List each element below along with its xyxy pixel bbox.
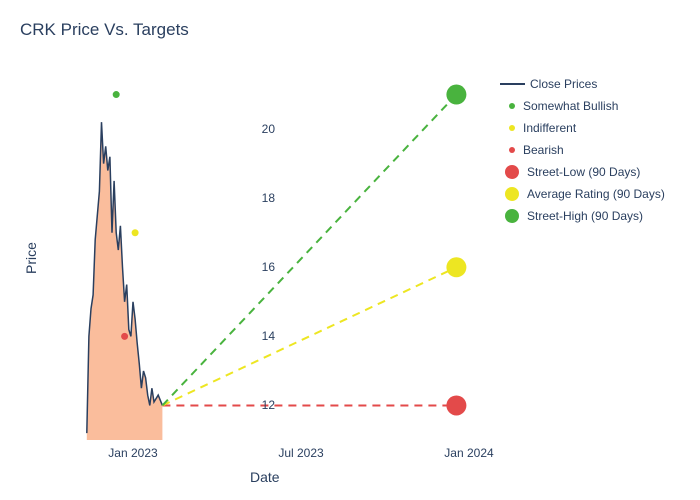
chart-container: CRK Price Vs. Targets Price Date Jan 202…: [0, 0, 700, 500]
legend-label: Close Prices: [530, 77, 597, 91]
bearish-rating-dot: [121, 333, 128, 340]
legend-dot-marker: [505, 187, 519, 201]
legend-item[interactable]: Indifferent: [500, 119, 665, 137]
somewhat_bullish-rating-dot: [113, 91, 120, 98]
street_low-target-dot: [446, 395, 466, 415]
y-tick-label: 18: [245, 191, 275, 205]
average-line: [162, 267, 456, 405]
street_high-line: [162, 95, 456, 406]
legend-label: Average Rating (90 Days): [527, 187, 665, 201]
y-tick-label: 16: [245, 260, 275, 274]
y-tick-label: 20: [245, 122, 275, 136]
legend: Close Prices Somewhat Bullish Indifferent B…: [500, 75, 665, 229]
y-tick-label: 12: [245, 398, 275, 412]
indifferent-rating-dot: [132, 229, 139, 236]
street_high-target-dot: [446, 85, 466, 105]
plot-area[interactable]: Jan 2023Jul 2023Jan 2024: [70, 60, 490, 440]
legend-item[interactable]: Close Prices: [500, 75, 665, 93]
x-tick-label: Jul 2023: [271, 446, 331, 460]
legend-dot-marker: [509, 147, 515, 153]
legend-item[interactable]: Bearish: [500, 141, 665, 159]
legend-item[interactable]: Street-Low (90 Days): [500, 163, 665, 181]
y-axis-label: Price: [23, 242, 39, 274]
legend-label: Street-High (90 Days): [527, 209, 643, 223]
legend-label: Somewhat Bullish: [523, 99, 618, 113]
x-tick-label: Jan 2024: [439, 446, 499, 460]
chart-title: CRK Price Vs. Targets: [20, 20, 189, 40]
average-target-dot: [446, 257, 466, 277]
legend-item[interactable]: Somewhat Bullish: [500, 97, 665, 115]
x-tick-label: Jan 2023: [103, 446, 163, 460]
legend-dot-marker: [505, 165, 519, 179]
y-tick-label: 14: [245, 329, 275, 343]
legend-label: Bearish: [523, 143, 564, 157]
legend-dot-marker: [505, 209, 519, 223]
legend-label: Street-Low (90 Days): [527, 165, 640, 179]
legend-label: Indifferent: [523, 121, 576, 135]
legend-item[interactable]: Average Rating (90 Days): [500, 185, 665, 203]
legend-item[interactable]: Street-High (90 Days): [500, 207, 665, 225]
legend-line-marker: [500, 83, 525, 85]
legend-dot-marker: [509, 125, 515, 131]
x-axis-label: Date: [250, 469, 280, 485]
legend-dot-marker: [509, 103, 515, 109]
plot-svg: [70, 60, 490, 440]
